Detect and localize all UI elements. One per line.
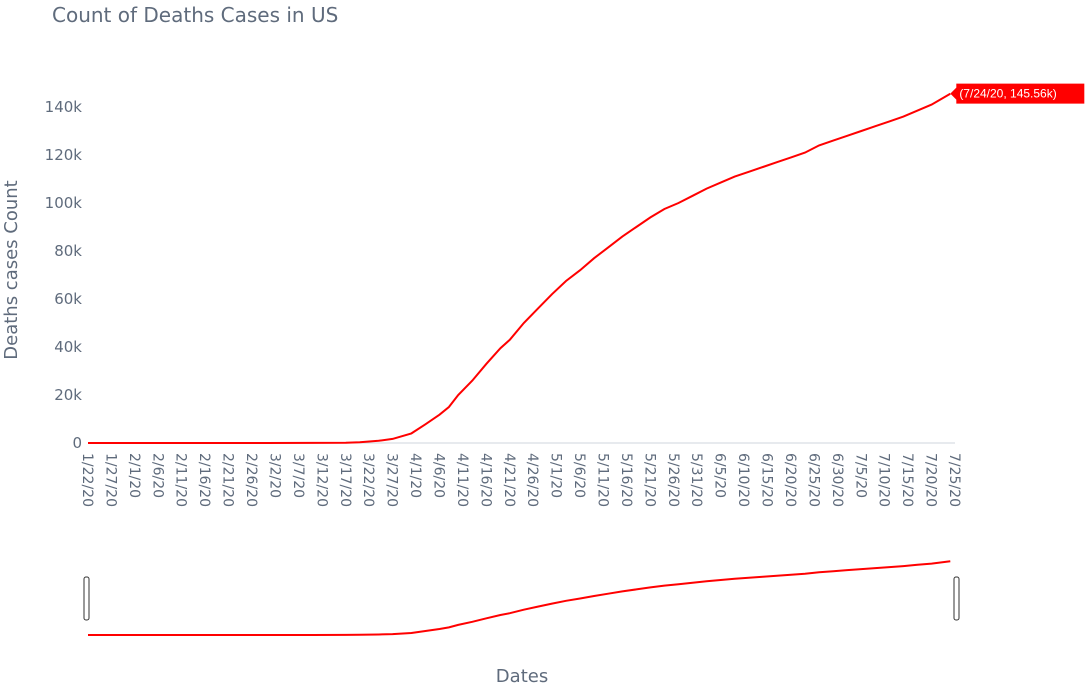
- hover-label: (7/24/20, 145.56k): [959, 87, 1056, 101]
- y-tick-label: 40k: [54, 338, 82, 356]
- hover-tooltip: (7/24/20, 145.56k): [950, 83, 1085, 104]
- y-tick-label: 140k: [45, 98, 83, 116]
- x-tick-label: 6/25/20: [805, 453, 821, 507]
- x-tick-label: 2/21/20: [220, 453, 236, 507]
- range-slider-left-handle[interactable]: [83, 576, 90, 621]
- x-tick-label: 7/25/20: [946, 453, 962, 507]
- x-tick-label: 5/21/20: [641, 453, 657, 507]
- y-tick-label: 20k: [54, 386, 82, 404]
- x-axis: 1/22/20 1/27/20 2/1/20 2/6/20 2/11/20 2/16/20…: [79, 453, 962, 507]
- x-tick-label: 1/22/20: [79, 453, 95, 507]
- range-slider-line: [88, 560, 951, 636]
- x-tick-label: 3/22/20: [360, 453, 376, 507]
- x-tick-label: 7/20/20: [923, 453, 939, 507]
- chart-title: Count of Deaths Cases in US: [52, 3, 338, 27]
- x-tick-label: 2/11/20: [173, 453, 189, 507]
- x-tick-label: 6/15/20: [759, 453, 775, 507]
- x-tick-label: 2/16/20: [196, 453, 212, 507]
- x-tick-label: 3/17/20: [337, 453, 353, 507]
- x-tick-label: 4/1/20: [407, 453, 423, 498]
- x-tick-label: 3/2/20: [266, 453, 282, 498]
- x-tick-label: 4/21/20: [501, 453, 517, 507]
- x-tick-label: 2/1/20: [126, 453, 142, 498]
- x-tick-label: 7/15/20: [899, 453, 915, 507]
- y-tick-label: 100k: [45, 194, 83, 212]
- y-axis: 0 20k 40k 60k 80k 100k 120k 140k: [45, 98, 83, 452]
- x-tick-label: 7/10/20: [876, 453, 892, 507]
- x-tick-label: 2/26/20: [243, 453, 259, 507]
- y-axis-label: Deaths cases Count: [1, 180, 22, 359]
- x-tick-label: 3/7/20: [290, 453, 306, 498]
- deaths-series-line[interactable]: [88, 92, 951, 444]
- x-tick-label: 4/11/20: [454, 453, 470, 507]
- x-tick-label: 4/16/20: [477, 453, 493, 507]
- x-tick-label: 3/27/20: [384, 453, 400, 507]
- x-tick-label: 5/1/20: [548, 453, 564, 498]
- x-tick-label: 5/31/20: [688, 453, 704, 507]
- y-tick-label: 0: [72, 434, 82, 452]
- x-tick-label: 6/20/20: [782, 453, 798, 507]
- x-tick-label: 6/30/20: [829, 453, 845, 507]
- y-tick-label: 80k: [54, 242, 82, 260]
- x-tick-label: 7/5/20: [852, 453, 868, 498]
- x-tick-label: 3/12/20: [313, 453, 329, 507]
- x-axis-label: Dates: [496, 666, 548, 687]
- y-tick-label: 60k: [54, 290, 82, 308]
- x-tick-label: 4/26/20: [524, 453, 540, 507]
- x-tick-label: 1/27/20: [102, 453, 118, 507]
- y-tick-label: 120k: [45, 146, 83, 164]
- x-tick-label: 5/11/20: [595, 453, 611, 507]
- range-slider[interactable]: [83, 560, 960, 636]
- x-tick-label: 6/10/20: [735, 453, 751, 507]
- x-tick-label: 6/5/20: [712, 453, 728, 498]
- x-tick-label: 2/6/20: [149, 453, 165, 498]
- range-slider-right-handle[interactable]: [953, 576, 960, 621]
- x-tick-label: 5/16/20: [618, 453, 634, 507]
- x-tick-label: 4/6/20: [430, 453, 446, 498]
- x-tick-label: 5/6/20: [571, 453, 587, 498]
- x-tick-label: 5/26/20: [665, 453, 681, 507]
